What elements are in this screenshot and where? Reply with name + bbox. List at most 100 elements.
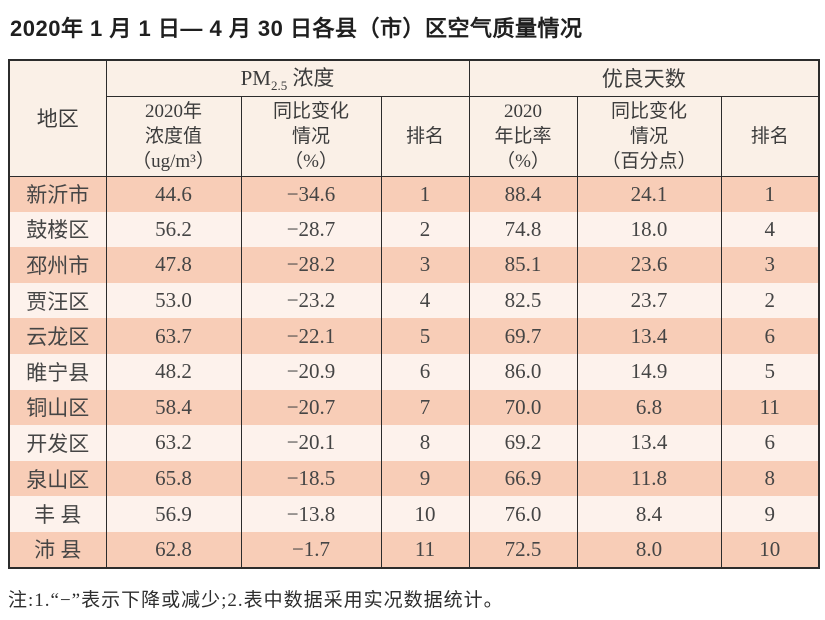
days-change-cell: 13.4 — [576, 425, 722, 461]
pm-rank-cell: 5 — [380, 318, 470, 354]
header-good-days-group: 优良天数 — [468, 60, 820, 97]
days-change-cell: 13.4 — [576, 318, 722, 354]
days-rank-cell: 8 — [720, 460, 820, 497]
pm-value-cell: 56.2 — [105, 211, 242, 248]
days-rank-cell: 2 — [720, 282, 820, 319]
days-rank-cell: 10 — [720, 531, 820, 568]
pm25-label-suffix: 浓度 — [287, 66, 335, 91]
table-row: 邳州市 47.8 −28.2 3 85.1 23.6 3 — [8, 247, 820, 283]
region-cell: 邳州市 — [8, 247, 107, 283]
pm-value-cell: 48.2 — [105, 353, 242, 390]
region-cell: 新沂市 — [8, 176, 107, 212]
region-cell: 泉山区 — [8, 460, 107, 497]
pm-change-cell: −22.1 — [240, 318, 382, 354]
pm-rank-cell: 10 — [380, 496, 470, 532]
pm-change-cell: −34.6 — [240, 176, 382, 212]
days-rank-cell: 6 — [720, 318, 820, 354]
table-row: 鼓楼区 56.2 −28.7 2 74.8 18.0 4 — [8, 211, 820, 248]
days-rank-cell: 1 — [720, 176, 820, 212]
region-cell: 鼓楼区 — [8, 211, 107, 248]
table-row: 沛 县 62.8 −1.7 11 72.5 8.0 10 — [8, 531, 820, 568]
days-ratio-cell: 86.0 — [468, 353, 578, 390]
pm-rank-cell: 9 — [380, 460, 470, 497]
pm25-label-prefix: PM — [240, 66, 271, 91]
days-change-cell: 23.7 — [576, 282, 722, 319]
pm-change-cell: −20.7 — [240, 389, 382, 426]
air-quality-table: 地区 PM2.5 浓度 优良天数 2020年 浓度值 （ug/m³） 同比变化 … — [8, 59, 821, 569]
header-days-ratio: 2020 年比率 （%） — [468, 96, 578, 177]
header-group-row: 地区 PM2.5 浓度 优良天数 — [8, 60, 820, 177]
days-ratio-cell: 69.7 — [468, 318, 578, 354]
page-title: 2020年 1 月 1 日— 4 月 30 日各县（市）区空气质量情况 — [10, 16, 583, 41]
pm-rank-cell: 1 — [380, 176, 470, 212]
pm-change-cell: −28.7 — [240, 211, 382, 248]
table-row: 铜山区 58.4 −20.7 7 70.0 6.8 11 — [8, 389, 820, 426]
days-ratio-cell: 85.1 — [468, 247, 578, 283]
region-cell: 开发区 — [8, 425, 107, 461]
table-row: 丰 县 56.9 −13.8 10 76.0 8.4 9 — [8, 496, 820, 532]
region-cell: 云龙区 — [8, 318, 107, 354]
days-rank-cell: 5 — [720, 353, 820, 390]
pm-change-cell: −23.2 — [240, 282, 382, 319]
pm-value-cell: 58.4 — [105, 389, 242, 426]
days-ratio-cell: 82.5 — [468, 282, 578, 319]
header-pm-value: 2020年 浓度值 （ug/m³） — [105, 96, 242, 177]
days-change-cell: 11.8 — [576, 460, 722, 497]
pm-value-cell: 44.6 — [105, 176, 242, 212]
footnote: 注:1.“−”表示下降或减少;2.表中数据采用实况数据统计。 — [8, 589, 504, 611]
pm-change-cell: −13.8 — [240, 496, 382, 532]
days-ratio-cell: 69.2 — [468, 425, 578, 461]
days-change-cell: 8.4 — [576, 496, 722, 532]
pm-value-cell: 65.8 — [105, 460, 242, 497]
header-days-rank: 排名 — [720, 96, 820, 177]
pm-value-cell: 63.2 — [105, 425, 242, 461]
pm-rank-cell: 2 — [380, 211, 470, 248]
days-rank-cell: 11 — [720, 389, 820, 426]
days-change-cell: 6.8 — [576, 389, 722, 426]
days-change-cell: 14.9 — [576, 353, 722, 390]
days-ratio-cell: 70.0 — [468, 389, 578, 426]
table-row: 新沂市 44.6 −34.6 1 88.4 24.1 1 — [8, 176, 820, 212]
table-row: 睢宁县 48.2 −20.9 6 86.0 14.9 5 — [8, 353, 820, 390]
table-row: 云龙区 63.7 −22.1 5 69.7 13.4 6 — [8, 318, 820, 354]
days-ratio-cell: 74.8 — [468, 211, 578, 248]
pm-change-cell: −20.9 — [240, 353, 382, 390]
pm-value-cell: 63.7 — [105, 318, 242, 354]
pm-rank-cell: 11 — [380, 531, 470, 568]
pm-change-cell: −18.5 — [240, 460, 382, 497]
days-change-cell: 18.0 — [576, 211, 722, 248]
table-body: 新沂市 44.6 −34.6 1 88.4 24.1 1 鼓楼区 56.2 −2… — [8, 176, 820, 568]
header-pm-change: 同比变化 情况 （%） — [240, 96, 382, 177]
days-ratio-cell: 88.4 — [468, 176, 578, 212]
pm-change-cell: −28.2 — [240, 247, 382, 283]
days-change-cell: 24.1 — [576, 176, 722, 212]
region-cell: 贾汪区 — [8, 282, 107, 319]
header-days-change: 同比变化 情况 （百分点） — [576, 96, 722, 177]
pm-rank-cell: 7 — [380, 389, 470, 426]
table-header: 地区 PM2.5 浓度 优良天数 2020年 浓度值 （ug/m³） 同比变化 … — [8, 60, 820, 177]
table-row: 贾汪区 53.0 −23.2 4 82.5 23.7 2 — [8, 282, 820, 319]
table-row: 开发区 63.2 −20.1 8 69.2 13.4 6 — [8, 425, 820, 461]
pm-value-cell: 53.0 — [105, 282, 242, 319]
pm-rank-cell: 4 — [380, 282, 470, 319]
days-ratio-cell: 66.9 — [468, 460, 578, 497]
region-cell: 沛 县 — [8, 531, 107, 568]
days-change-cell: 8.0 — [576, 531, 722, 568]
days-ratio-cell: 72.5 — [468, 531, 578, 568]
pm-rank-cell: 8 — [380, 425, 470, 461]
header-region: 地区 — [8, 60, 107, 177]
region-cell: 丰 县 — [8, 496, 107, 532]
header-pm-rank: 排名 — [380, 96, 470, 177]
days-rank-cell: 4 — [720, 211, 820, 248]
table-row: 泉山区 65.8 −18.5 9 66.9 11.8 8 — [8, 460, 820, 497]
pm-change-cell: −1.7 — [240, 531, 382, 568]
region-cell: 铜山区 — [8, 389, 107, 426]
pm-rank-cell: 3 — [380, 247, 470, 283]
pm-value-cell: 47.8 — [105, 247, 242, 283]
days-rank-cell: 9 — [720, 496, 820, 532]
pm-change-cell: −20.1 — [240, 425, 382, 461]
header-sub-row: 2020年 浓度值 （ug/m³） 同比变化 情况 （%） 排名 2020 年比… — [9, 96, 820, 177]
days-rank-cell: 3 — [720, 247, 820, 283]
pm-value-cell: 62.8 — [105, 531, 242, 568]
